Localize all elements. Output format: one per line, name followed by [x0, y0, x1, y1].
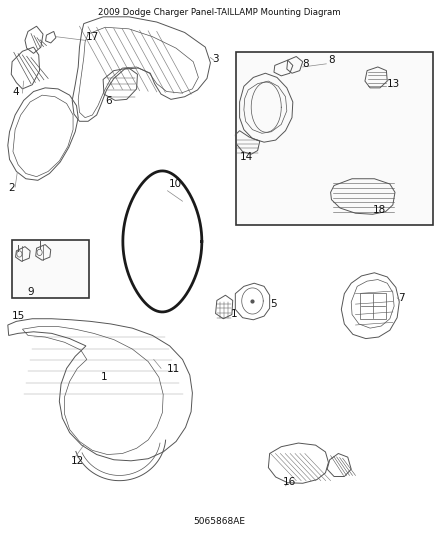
Bar	[12, 240, 88, 298]
Text: 7: 7	[399, 293, 405, 303]
Text: 9: 9	[28, 287, 34, 297]
Text: 1: 1	[101, 373, 108, 383]
Text: 13: 13	[387, 79, 400, 89]
Text: 14: 14	[240, 152, 253, 162]
Text: 4: 4	[12, 87, 19, 97]
Text: 18: 18	[373, 205, 386, 215]
Text: 8: 8	[303, 59, 309, 69]
Text: 3: 3	[212, 54, 219, 64]
Text: 16: 16	[283, 477, 296, 487]
Text: 8: 8	[328, 55, 335, 65]
Text: 5: 5	[271, 300, 277, 309]
Text: 12: 12	[71, 456, 84, 466]
Text: 6: 6	[105, 95, 112, 106]
Text: 2: 2	[8, 183, 14, 193]
Bar	[360, 293, 385, 319]
Text: 1: 1	[231, 309, 238, 319]
Text: 2009 Dodge Charger Panel-TAILLAMP Mounting Diagram: 2009 Dodge Charger Panel-TAILLAMP Mounti…	[98, 9, 340, 18]
Text: 10: 10	[168, 179, 181, 189]
Text: 17: 17	[86, 32, 99, 42]
Text: 11: 11	[166, 364, 180, 374]
Bar	[236, 52, 433, 225]
Text: 15: 15	[12, 311, 25, 321]
Text: 5065868AE: 5065868AE	[193, 516, 245, 526]
